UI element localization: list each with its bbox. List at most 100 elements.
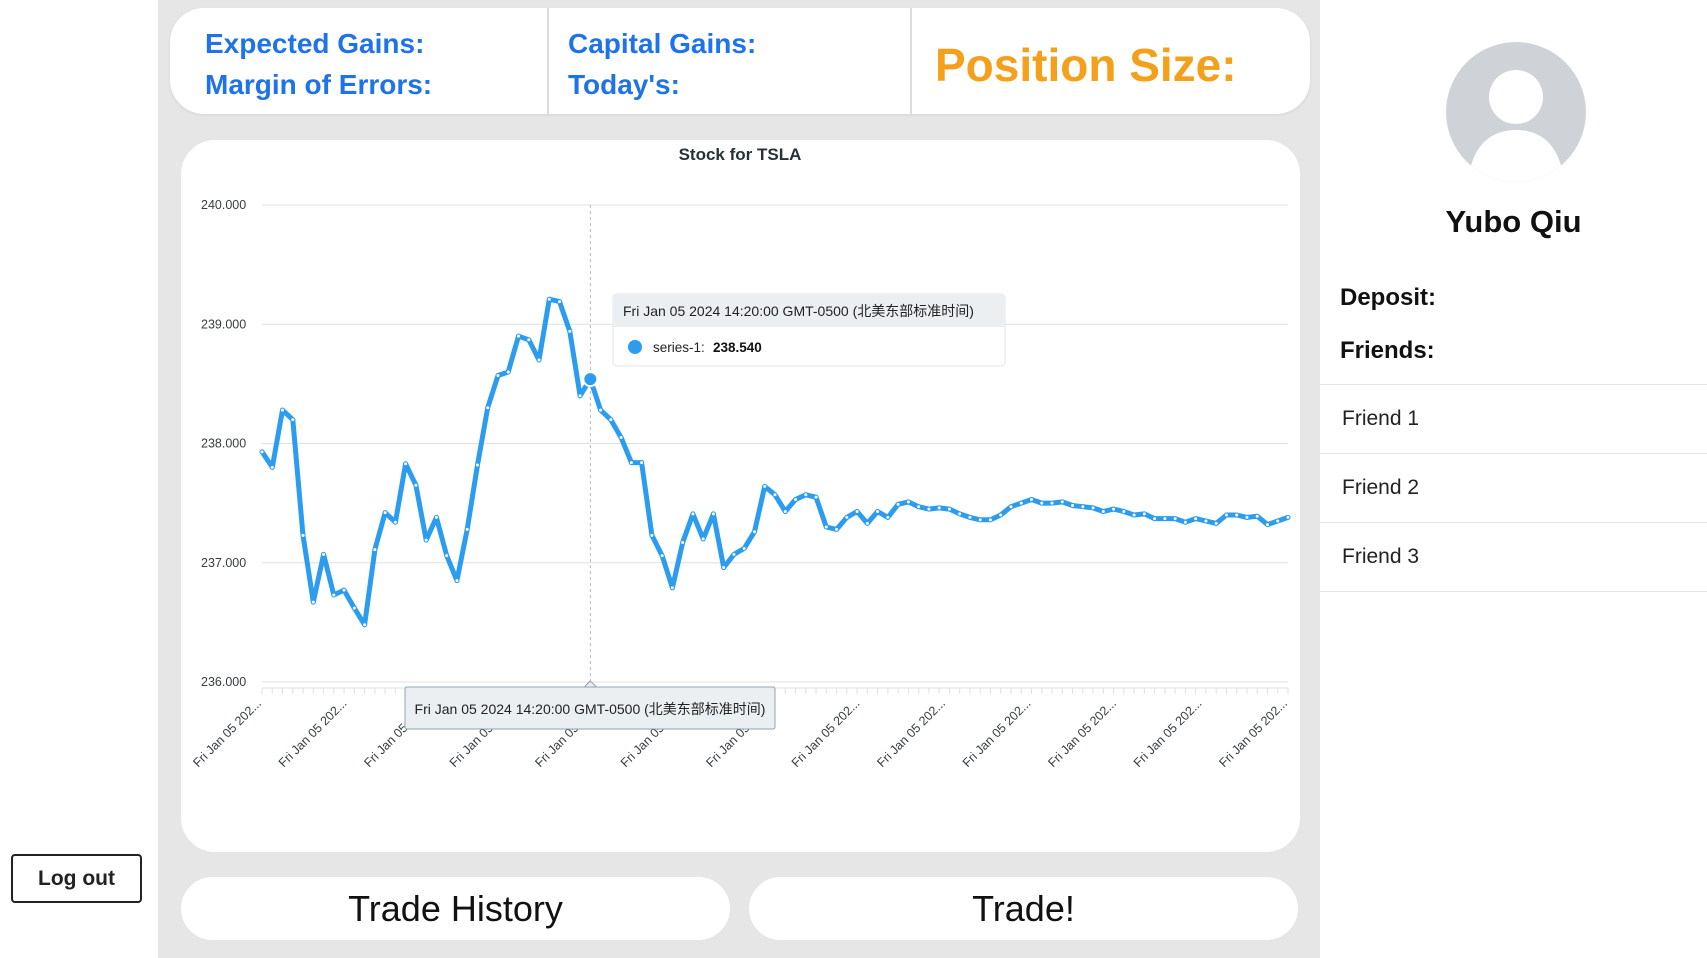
trade-button[interactable]: Trade! xyxy=(749,877,1298,940)
data-point[interactable] xyxy=(351,605,357,611)
data-point[interactable] xyxy=(454,578,460,584)
data-point[interactable] xyxy=(875,508,881,514)
data-point[interactable] xyxy=(926,506,932,512)
data-point[interactable] xyxy=(444,553,450,559)
data-point[interactable] xyxy=(987,517,993,523)
data-point[interactable] xyxy=(690,511,696,517)
data-point[interactable] xyxy=(772,492,778,498)
data-point[interactable] xyxy=(1111,506,1117,512)
data-point[interactable] xyxy=(269,464,275,470)
trade-history-button[interactable]: Trade History xyxy=(181,877,730,940)
data-point[interactable] xyxy=(290,417,296,423)
data-point[interactable] xyxy=(1100,508,1106,514)
data-point[interactable] xyxy=(741,545,747,551)
data-point[interactable] xyxy=(1234,512,1240,518)
data-point[interactable] xyxy=(751,529,757,535)
data-point[interactable] xyxy=(516,333,521,339)
data-point[interactable] xyxy=(1203,518,1209,524)
data-point[interactable] xyxy=(433,514,439,520)
data-point[interactable] xyxy=(1275,518,1281,524)
data-point[interactable] xyxy=(1141,511,1147,517)
data-point[interactable] xyxy=(803,492,809,498)
data-point[interactable] xyxy=(1008,504,1014,510)
data-point[interactable] xyxy=(844,514,850,520)
friend-item[interactable]: Friend 2 xyxy=(1320,454,1707,523)
data-point[interactable] xyxy=(392,519,398,525)
data-point[interactable] xyxy=(1162,516,1168,522)
data-point[interactable] xyxy=(474,462,480,468)
data-point[interactable] xyxy=(495,373,501,379)
data-point[interactable] xyxy=(823,524,829,530)
data-point[interactable] xyxy=(464,526,470,532)
data-point[interactable] xyxy=(1049,500,1055,506)
data-point[interactable] xyxy=(916,504,922,510)
data-point[interactable] xyxy=(1131,512,1137,518)
data-point[interactable] xyxy=(1152,516,1158,522)
data-point[interactable] xyxy=(310,599,316,605)
friend-item[interactable]: Friend 1 xyxy=(1320,385,1707,454)
data-point[interactable] xyxy=(680,539,686,545)
data-point[interactable] xyxy=(782,508,788,514)
data-point[interactable] xyxy=(1223,512,1229,518)
data-point[interactable] xyxy=(1059,499,1065,505)
data-point[interactable] xyxy=(280,407,286,413)
data-point[interactable] xyxy=(1121,508,1127,514)
data-point[interactable] xyxy=(1080,504,1086,510)
data-point[interactable] xyxy=(300,532,306,538)
data-point[interactable] xyxy=(895,501,901,507)
data-point[interactable] xyxy=(1018,500,1024,506)
data-point[interactable] xyxy=(1182,519,1188,525)
data-point[interactable] xyxy=(834,526,840,532)
data-point[interactable] xyxy=(413,482,419,488)
data-point[interactable] xyxy=(1039,500,1045,506)
data-point[interactable] xyxy=(936,505,942,511)
data-point[interactable] xyxy=(341,587,347,593)
data-point[interactable] xyxy=(1264,522,1270,528)
data-point[interactable] xyxy=(1285,514,1291,520)
stock-chart[interactable]: Stock for TSLA 236.000 237.000 238.000 239.0… xyxy=(181,140,1300,852)
data-point[interactable] xyxy=(1090,505,1096,511)
data-point[interactable] xyxy=(1193,516,1199,522)
data-point[interactable] xyxy=(331,592,337,598)
data-point[interactable] xyxy=(710,511,716,517)
data-point[interactable] xyxy=(669,585,675,591)
logout-button[interactable]: Log out xyxy=(11,854,142,903)
data-point[interactable] xyxy=(526,337,532,343)
data-point[interactable] xyxy=(639,460,645,466)
data-point[interactable] xyxy=(813,494,819,500)
data-point[interactable] xyxy=(1213,520,1219,526)
data-point[interactable] xyxy=(382,510,388,516)
data-point[interactable] xyxy=(659,553,665,559)
data-point[interactable] xyxy=(905,499,911,505)
data-point[interactable] xyxy=(1172,516,1178,522)
data-point[interactable] xyxy=(977,517,983,523)
data-point[interactable] xyxy=(700,536,706,542)
data-point[interactable] xyxy=(762,483,768,489)
data-point[interactable] xyxy=(864,520,870,526)
data-point[interactable] xyxy=(608,417,614,423)
data-point[interactable] xyxy=(967,514,973,520)
data-point[interactable] xyxy=(854,508,860,514)
data-point[interactable] xyxy=(505,369,511,375)
data-point[interactable] xyxy=(577,393,583,399)
data-point[interactable] xyxy=(485,405,491,411)
data-point[interactable] xyxy=(793,497,799,503)
data-point[interactable] xyxy=(362,622,368,628)
data-point[interactable] xyxy=(731,551,737,557)
data-point[interactable] xyxy=(321,551,327,557)
data-point[interactable] xyxy=(546,296,552,302)
data-point[interactable] xyxy=(946,506,952,512)
data-point[interactable] xyxy=(259,449,265,455)
data-point[interactable] xyxy=(1254,513,1260,519)
data-point[interactable] xyxy=(372,547,378,553)
data-point[interactable] xyxy=(649,532,655,538)
data-point[interactable] xyxy=(1070,503,1076,509)
data-point[interactable] xyxy=(557,299,563,305)
data-point[interactable] xyxy=(1244,514,1250,520)
data-point[interactable] xyxy=(628,460,634,466)
data-point[interactable] xyxy=(567,328,573,334)
hovered-data-point[interactable] xyxy=(582,371,599,388)
data-point[interactable] xyxy=(618,435,624,441)
data-point[interactable] xyxy=(998,512,1004,518)
data-point[interactable] xyxy=(536,357,542,363)
